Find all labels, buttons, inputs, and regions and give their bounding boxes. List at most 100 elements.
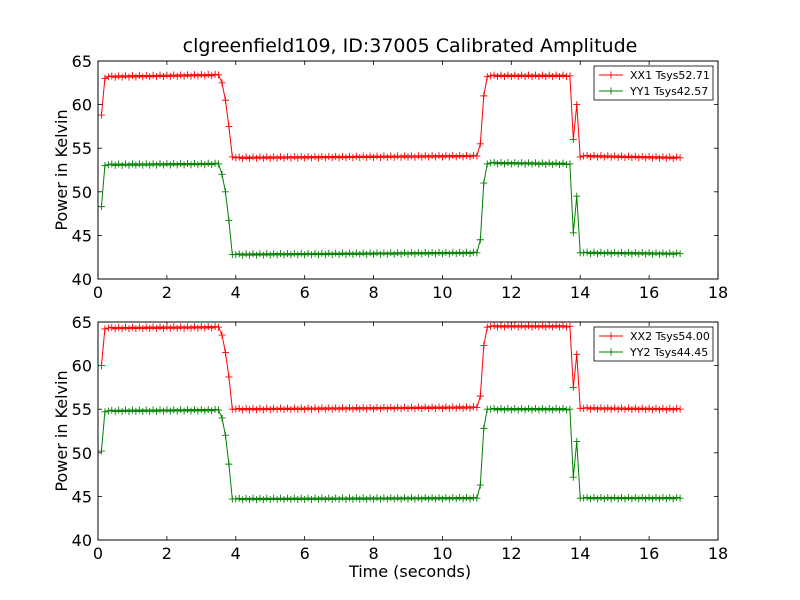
data-point <box>428 494 436 502</box>
data-point <box>631 249 639 257</box>
data-point <box>194 407 202 415</box>
data-point <box>166 407 174 415</box>
legend-entry-label: YY2 Tsys44.45 <box>629 346 708 359</box>
data-point <box>383 495 391 503</box>
data-point <box>418 153 426 161</box>
data-point <box>607 250 615 258</box>
data-point <box>132 161 140 169</box>
data-point <box>645 493 653 501</box>
data-point <box>349 405 357 413</box>
data-point <box>363 250 371 258</box>
data-point <box>573 350 581 358</box>
data-point <box>111 408 119 416</box>
data-point <box>166 324 174 332</box>
data-point <box>325 404 333 412</box>
data-point <box>321 405 329 413</box>
data-point <box>149 71 157 79</box>
data-point <box>607 153 615 161</box>
data-point <box>339 152 347 160</box>
data-point <box>607 495 615 503</box>
data-point <box>504 71 512 79</box>
data-point <box>163 323 171 331</box>
data-point <box>421 494 429 502</box>
data-point <box>425 250 433 258</box>
data-point <box>418 250 426 258</box>
data-point <box>128 160 136 168</box>
data-point <box>294 251 302 259</box>
data-point <box>156 71 164 79</box>
data-point <box>535 160 543 168</box>
data-point <box>538 71 546 79</box>
data-point <box>166 161 174 169</box>
data-point <box>311 153 319 161</box>
plot-frame <box>97 60 719 280</box>
data-point <box>277 404 285 412</box>
data-point <box>342 405 350 413</box>
data-point <box>345 249 353 257</box>
x-tick-label: 8 <box>368 544 378 563</box>
data-point <box>263 250 271 258</box>
data-point <box>197 71 205 79</box>
data-point <box>376 405 384 413</box>
y-tick-label: 60 <box>72 96 92 115</box>
y-tick-label: 50 <box>72 444 92 463</box>
data-point <box>387 403 395 411</box>
y-axis-label: Power in Kelvin <box>52 109 71 230</box>
data-point <box>352 249 360 257</box>
data-point <box>518 405 526 413</box>
data-point <box>649 154 657 162</box>
data-point <box>449 152 457 160</box>
x-tick-label: 12 <box>501 283 521 302</box>
data-point <box>456 151 464 159</box>
data-point <box>497 158 505 166</box>
data-point <box>232 405 240 413</box>
data-point <box>500 160 508 168</box>
data-point <box>438 153 446 161</box>
y-tick-label: 45 <box>72 226 92 245</box>
data-point <box>659 153 667 161</box>
data-point <box>118 161 126 169</box>
y-tick-label: 55 <box>72 400 92 419</box>
data-point <box>673 249 681 257</box>
data-point <box>438 404 446 412</box>
data-point <box>297 404 305 412</box>
data-point <box>600 405 608 413</box>
data-point <box>366 152 374 160</box>
data-point <box>280 406 288 414</box>
data-point <box>304 249 312 257</box>
data-point <box>349 154 357 162</box>
data-point <box>218 331 226 339</box>
data-point <box>669 495 677 503</box>
data-point <box>628 250 636 258</box>
data-point <box>359 494 367 502</box>
data-point <box>559 322 567 330</box>
data-point <box>414 403 422 411</box>
data-point <box>132 73 140 81</box>
x-tick-label: 14 <box>570 544 590 563</box>
data-point <box>259 496 267 504</box>
data-point <box>476 481 484 489</box>
data-point <box>221 349 229 357</box>
data-point <box>173 161 181 169</box>
data-point <box>249 250 257 258</box>
y-tick-label: 65 <box>72 313 92 332</box>
data-point <box>504 159 512 167</box>
data-point <box>390 153 398 161</box>
data-point <box>518 71 526 79</box>
data-point <box>631 404 639 412</box>
data-point <box>370 405 378 413</box>
data-point <box>549 73 557 81</box>
data-point <box>356 495 364 503</box>
data-point <box>545 405 553 413</box>
data-point <box>411 250 419 258</box>
data-point <box>321 251 329 259</box>
data-point <box>135 160 143 168</box>
data-point <box>587 495 595 503</box>
x-tick-label: 0 <box>93 544 103 563</box>
data-point <box>432 495 440 503</box>
data-point <box>480 424 488 432</box>
data-point <box>428 403 436 411</box>
data-point <box>301 495 309 503</box>
data-point <box>252 251 260 259</box>
data-point <box>225 122 233 130</box>
